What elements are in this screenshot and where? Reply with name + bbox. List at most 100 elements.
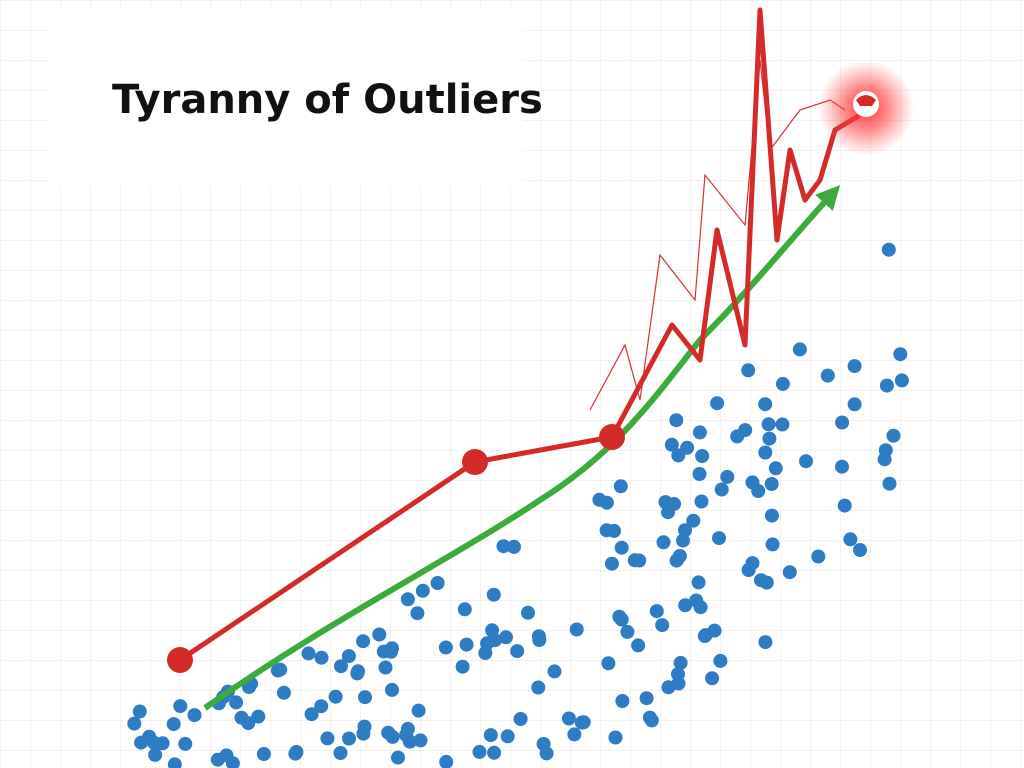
scatter-dot [758, 635, 773, 650]
scatter-dot [438, 640, 453, 655]
scatter-dot [270, 663, 285, 678]
scatter-dot [768, 461, 783, 476]
outlier-line [178, 7, 862, 663]
scatter-dot [320, 731, 335, 746]
scatter-dot [811, 549, 826, 564]
scatter-dot [132, 704, 147, 719]
scatter-dot [879, 378, 894, 393]
scatter-dot [400, 721, 415, 736]
scatter-dot [459, 637, 474, 652]
scatter-dot [385, 729, 400, 744]
scatter-dot [569, 622, 584, 637]
scatter-dot [707, 623, 722, 638]
scatter-dot [782, 565, 797, 580]
scatter-dot [410, 606, 425, 621]
scatter-dot [678, 598, 693, 613]
scatter-dot [155, 736, 170, 751]
scatter-dot [853, 543, 867, 557]
scatter-dot [391, 750, 405, 765]
scatter-dot [669, 413, 684, 428]
scatter-dot [843, 532, 858, 547]
scatter-dot [478, 646, 493, 660]
scatter-dot [669, 553, 684, 568]
scatter-dot [878, 443, 893, 458]
scatter-dot [225, 756, 240, 768]
scatter-dot [601, 656, 616, 671]
scatter-dot [241, 716, 256, 731]
scatter-dot [486, 587, 501, 602]
scatter-dot [881, 242, 896, 257]
scatter-dot [639, 691, 654, 706]
scatter-dot [334, 659, 348, 674]
scatter-dot [314, 650, 329, 665]
scatter-dot [439, 754, 454, 768]
scatter-dot [792, 342, 807, 357]
scatter-dot [485, 623, 500, 638]
scatter-dot [720, 469, 735, 484]
scatter-dot [671, 676, 686, 691]
scatter-dot [714, 482, 729, 497]
scatter-dot [693, 600, 708, 615]
scatter-dot [487, 745, 502, 760]
scatter-dot [835, 415, 850, 430]
scatter-dot [712, 531, 726, 546]
scatter-dot [521, 605, 535, 620]
scatter-dot [613, 479, 628, 494]
scatter-dot [127, 716, 142, 731]
scatter-dot [762, 431, 777, 446]
scatter-dot [134, 735, 149, 750]
scatter-dot [576, 715, 591, 730]
scatter-dot [631, 638, 646, 653]
scatter-cloud [127, 242, 909, 768]
scatter-dot [658, 495, 673, 510]
scatter-dot [710, 396, 725, 411]
scatter-dot [256, 747, 271, 761]
scatter-dot [664, 437, 679, 452]
scatter-dot [847, 359, 862, 374]
scatter-dot [455, 659, 470, 674]
scatter-dot [692, 425, 707, 440]
scatter-dot [764, 477, 779, 491]
scatter-dot [847, 397, 862, 412]
scatter-dot [894, 373, 909, 388]
scatter-dot [745, 556, 760, 571]
scatter-dot [499, 630, 513, 645]
scatter-dot [333, 746, 348, 760]
scatter-dot [350, 666, 365, 681]
scatter-dot [187, 708, 202, 723]
scatter-dot [886, 428, 901, 443]
scatter-dot [655, 618, 670, 633]
scatter-dot [758, 445, 773, 460]
scatter-dot [483, 728, 498, 743]
scatter-dot [301, 646, 316, 661]
scatter-dot [430, 576, 445, 590]
scatter-dot [775, 376, 790, 391]
scatter-dot [799, 454, 813, 469]
scatter-dot [342, 731, 356, 746]
scatter-dot [500, 729, 515, 744]
scatter-dot [820, 368, 835, 383]
scatter-dot [276, 685, 291, 700]
scatter-dot [251, 709, 266, 724]
outlier-point [167, 647, 193, 673]
scatter-dot [705, 671, 720, 686]
scatter-dot [378, 660, 393, 675]
outlier-point [599, 424, 625, 450]
scatter-dot [288, 746, 303, 761]
scatter-dot [532, 633, 547, 647]
scatter-dot [472, 744, 487, 759]
scatter-dot [761, 417, 776, 432]
scatter-dot [561, 711, 576, 726]
scatter-dot [536, 737, 551, 751]
scatter-dot [372, 627, 387, 642]
scatter-dot [649, 604, 664, 619]
scatter-dot [686, 513, 701, 528]
scatter-dot [764, 508, 779, 523]
scatter-dot [673, 655, 688, 670]
scatter-dot [837, 498, 852, 513]
scatter-dot [513, 712, 528, 726]
scatter-dot [620, 624, 635, 639]
scatter-dot [531, 680, 546, 695]
scatter-dot [604, 556, 619, 571]
